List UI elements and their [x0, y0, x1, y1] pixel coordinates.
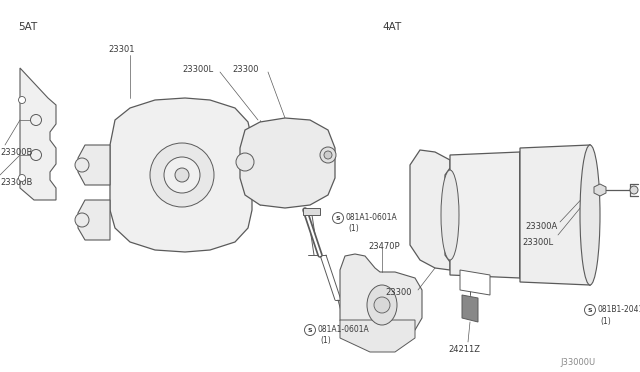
Text: J33000U: J33000U [560, 358, 595, 367]
Circle shape [305, 324, 316, 336]
Circle shape [19, 174, 26, 182]
Text: 23300B: 23300B [0, 148, 33, 157]
Polygon shape [462, 295, 478, 322]
Polygon shape [450, 152, 520, 278]
Circle shape [236, 153, 254, 171]
Circle shape [374, 297, 390, 313]
Polygon shape [20, 68, 56, 200]
Text: 23300B: 23300B [0, 178, 33, 187]
Polygon shape [460, 270, 490, 295]
Text: (1): (1) [600, 317, 611, 326]
Text: 23300: 23300 [232, 65, 259, 74]
Text: 5AT: 5AT [18, 22, 37, 32]
Ellipse shape [441, 170, 459, 260]
Circle shape [320, 147, 336, 163]
Text: 23300L: 23300L [182, 65, 213, 74]
Text: (1): (1) [320, 336, 331, 345]
Text: 23300: 23300 [385, 288, 412, 297]
Text: 24211Z: 24211Z [448, 345, 480, 354]
Polygon shape [240, 118, 335, 208]
Circle shape [333, 212, 344, 224]
Circle shape [175, 168, 189, 182]
Text: 081A1-0601A: 081A1-0601A [346, 213, 397, 222]
Text: S: S [308, 327, 312, 333]
Text: 23300A: 23300A [525, 222, 557, 231]
Text: 23470P: 23470P [368, 242, 399, 251]
Polygon shape [520, 145, 590, 285]
Ellipse shape [580, 145, 600, 285]
Text: 081A1-0601A: 081A1-0601A [318, 325, 370, 334]
Text: 23301: 23301 [108, 45, 134, 54]
Circle shape [584, 305, 595, 315]
Circle shape [75, 213, 89, 227]
Polygon shape [410, 150, 450, 270]
Polygon shape [340, 254, 422, 338]
Text: 4AT: 4AT [382, 22, 401, 32]
Polygon shape [110, 98, 252, 252]
Polygon shape [78, 200, 110, 240]
Polygon shape [594, 184, 606, 196]
Circle shape [75, 158, 89, 172]
Text: (1): (1) [348, 224, 359, 233]
Polygon shape [303, 208, 320, 215]
Text: 23300L: 23300L [522, 238, 553, 247]
Text: 081B1-2041A: 081B1-2041A [598, 305, 640, 314]
Circle shape [31, 150, 42, 160]
Circle shape [31, 115, 42, 125]
Ellipse shape [367, 285, 397, 325]
Text: S: S [588, 308, 592, 312]
Circle shape [630, 186, 638, 194]
Polygon shape [78, 145, 110, 185]
Text: S: S [336, 215, 340, 221]
Circle shape [164, 157, 200, 193]
Circle shape [324, 151, 332, 159]
Circle shape [19, 96, 26, 103]
Circle shape [150, 143, 214, 207]
Polygon shape [340, 320, 415, 352]
